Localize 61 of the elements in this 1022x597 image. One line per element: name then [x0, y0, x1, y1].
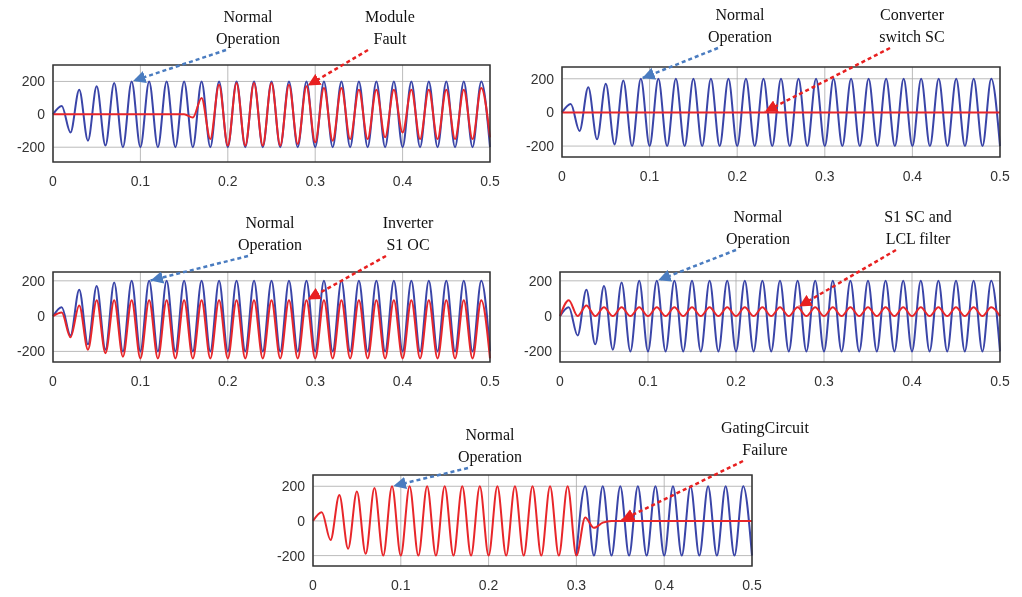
annotation: Normal Operation [458, 426, 522, 466]
x-tick-label: 0.4 [392, 173, 413, 189]
annotation: S1 SC and LCL filter [884, 208, 952, 247]
annotation: Normal Operation [708, 6, 772, 46]
x-tick-label: 0.1 [639, 168, 660, 184]
x-tick-label: 0 [309, 577, 318, 593]
y-tick-label: 200 [528, 272, 553, 289]
x-tick-label: 0 [49, 373, 58, 389]
line-series [52, 299, 491, 360]
y-tick-label: 0 [297, 512, 306, 529]
x-tick-label: 0.4 [902, 373, 922, 389]
y-tick-label: -200 [523, 343, 553, 360]
y-tick-label: 0 [37, 308, 46, 325]
x-tick-label: 0.1 [130, 173, 151, 189]
y-tick-label: 200 [21, 272, 46, 289]
x-tick-label: 0.2 [218, 173, 238, 189]
y-tick-label: 200 [530, 70, 555, 87]
x-tick-label: 0.4 [654, 577, 675, 593]
annotation: Converter switch SC [879, 6, 945, 45]
y-tick-label: -200 [16, 343, 46, 360]
line-series [52, 279, 491, 353]
x-tick-label: 0.1 [130, 373, 151, 389]
x-tick-label: 0.3 [305, 373, 326, 389]
x-tick-label: 0.5 [480, 373, 500, 389]
x-tick-label: 0.2 [726, 373, 746, 389]
line-series [559, 279, 1001, 353]
y-tick-label: -200 [16, 139, 46, 156]
y-tick-label: 0 [546, 104, 555, 121]
x-tick-label: 0.4 [902, 168, 923, 184]
x-tick-label: 0.5 [990, 168, 1010, 184]
y-tick-label: 200 [281, 478, 306, 495]
x-tick-label: 0.4 [392, 373, 413, 389]
annotation: Normal Operation [726, 208, 790, 248]
x-tick-label: 0.1 [638, 373, 658, 389]
annotation: Inverter S1 OC [382, 214, 434, 253]
x-tick-label: 0.3 [815, 168, 835, 184]
x-tick-label: 0 [558, 168, 567, 184]
annotation: Normal Operation [216, 8, 280, 48]
y-tick-label: 200 [21, 73, 46, 90]
x-tick-label: 0.2 [727, 168, 748, 184]
x-tick-label: 0.3 [814, 373, 834, 389]
x-tick-label: 0.2 [478, 577, 499, 593]
annotation: Normal Operation [238, 214, 302, 254]
x-tick-label: 0.3 [305, 173, 326, 189]
x-tick-label: 0.1 [391, 577, 411, 593]
y-tick-label: -200 [276, 547, 306, 564]
x-tick-label: 0 [556, 373, 565, 389]
line-series [561, 77, 1001, 148]
y-tick-label: -200 [525, 138, 555, 155]
line-series [559, 299, 1001, 318]
x-tick-label: 0.5 [742, 577, 762, 593]
annotation: Module Fault [365, 8, 415, 47]
x-tick-label: 0.5 [990, 373, 1010, 389]
x-tick-label: 0 [49, 173, 58, 189]
y-tick-label: 0 [544, 308, 553, 325]
x-tick-label: 0.2 [218, 373, 238, 389]
y-tick-label: 0 [37, 106, 46, 123]
line-series [312, 485, 753, 557]
x-tick-label: 0.3 [566, 577, 587, 593]
x-tick-label: 0.5 [480, 173, 500, 189]
annotation: GatingCircuit Failure [721, 419, 810, 458]
